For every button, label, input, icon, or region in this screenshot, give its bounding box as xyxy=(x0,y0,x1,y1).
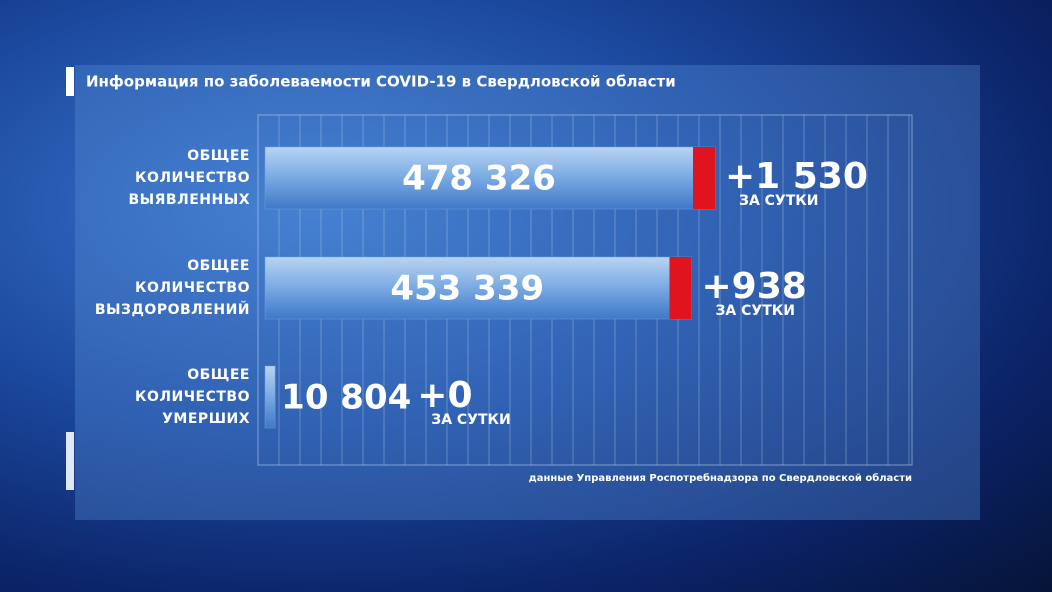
bar-cap xyxy=(693,147,715,209)
value-label: 10 804 xyxy=(281,378,411,418)
value-label: 453 339 xyxy=(390,269,544,309)
delta-caption: ЗА СУТКИ xyxy=(431,412,510,428)
value-label: 478 326 xyxy=(402,159,556,199)
delta-caption: ЗА СУТКИ xyxy=(715,303,794,319)
category-label: ОБЩЕЕ КОЛИЧЕСТВО ВЫЗДОРОВЛЕНИЙ xyxy=(94,258,251,318)
chart-title: Информация по заболеваемости COVID-19 в … xyxy=(86,73,676,91)
category-label: ОБЩЕЕ КОЛИЧЕСТВО ВЫЯВЛЕННЫХ xyxy=(128,148,251,208)
side-accent xyxy=(66,432,74,490)
bar xyxy=(264,256,692,320)
delta-label: +1 530 xyxy=(725,156,868,197)
delta-label: +0 xyxy=(417,375,472,416)
delta-caption: ЗА СУТКИ xyxy=(739,193,818,209)
plot-frame xyxy=(257,114,913,466)
bar xyxy=(264,365,276,429)
bar xyxy=(264,146,716,210)
source: данные Управления Роспотребнадзора по Св… xyxy=(529,472,912,484)
bar-cap xyxy=(669,257,692,319)
title-accent xyxy=(66,67,74,96)
category-label: ОБЩЕЕ КОЛИЧЕСТВО УМЕРШИХ xyxy=(135,367,250,427)
delta-label: +938 xyxy=(701,266,806,307)
